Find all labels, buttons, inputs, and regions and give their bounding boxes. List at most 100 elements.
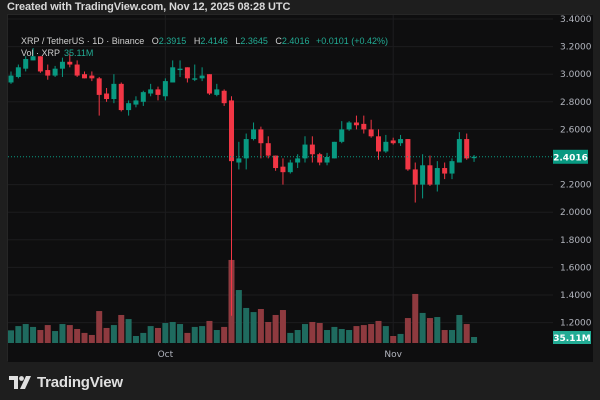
tradingview-brand: TradingView (37, 374, 123, 391)
price-tick-label: 2.6000 (560, 125, 592, 135)
candle-up (59, 57, 65, 77)
candle-down (280, 158, 286, 185)
candle-up (251, 122, 257, 141)
candle-body (346, 122, 352, 130)
candle-body (177, 68, 183, 71)
candle-body (45, 70, 51, 76)
volume-bar (147, 326, 154, 343)
candle-down (184, 67, 190, 83)
volume-bar (132, 335, 139, 343)
candle-down (464, 133, 470, 160)
candle-body (287, 162, 293, 173)
candle-down (427, 155, 433, 186)
volume-bar (169, 321, 176, 343)
price-tick-label: 2.8000 (560, 98, 592, 108)
candle-body (390, 140, 396, 144)
volume-label[interactable]: Vol · XRP (21, 48, 61, 58)
volume-bar (449, 330, 455, 343)
candle-body (295, 158, 301, 163)
candle-up (8, 71, 14, 84)
volume-bar (96, 311, 103, 343)
volume-bar (309, 321, 316, 343)
candle-body (184, 67, 190, 79)
high-value: 2.4146 (200, 36, 228, 46)
candle-up (148, 83, 154, 97)
volume-bar (360, 325, 367, 343)
volume-bar (15, 326, 22, 343)
candle-body (317, 154, 323, 163)
open-label: O (151, 36, 159, 46)
close-value: 2.4016 (281, 36, 310, 46)
candle-up (331, 141, 337, 159)
candle-up (324, 152, 330, 166)
candle-down (67, 53, 73, 68)
candle-body (398, 139, 404, 144)
volume-bar (221, 326, 228, 343)
candle-body (192, 78, 198, 80)
candle-body (126, 103, 132, 111)
candle-down (82, 71, 87, 79)
candle-up (126, 100, 132, 116)
candle-up (398, 134, 404, 146)
volume-bar (316, 323, 323, 343)
volume-bar (22, 324, 29, 343)
volume-bar (184, 332, 191, 343)
volume-bar (140, 332, 147, 343)
volume-bar (191, 326, 198, 343)
volume-bar (287, 332, 294, 343)
price-tick-label: 1.4000 (560, 291, 592, 301)
candle-body (302, 144, 308, 159)
candle-up (30, 47, 36, 61)
candle-up (236, 141, 242, 170)
candle-body (30, 56, 36, 61)
candle-down (104, 88, 110, 102)
volume-bar (37, 330, 44, 343)
candle-body (273, 155, 279, 169)
candle-up (177, 60, 183, 77)
volume-bar (404, 318, 411, 343)
volume-bar (441, 330, 448, 343)
low-label: L (235, 36, 241, 46)
candle-body (353, 122, 359, 126)
candle-up (383, 134, 389, 153)
candle-up (140, 90, 146, 106)
candle-body (420, 165, 426, 185)
price-tick-label: 3.4000 (560, 15, 592, 25)
candle-down (265, 136, 271, 159)
candle-body (265, 143, 271, 156)
candle-down (309, 136, 315, 163)
candle-body (331, 141, 337, 159)
candle-body (324, 157, 330, 163)
candlestick-chart[interactable]: 3.4000 3.2000 3.0000 2.8000 2.6000 2.2000 2.00… (8, 15, 593, 362)
volume-bar (206, 320, 213, 343)
price-tick-label: 1.8000 (560, 236, 592, 246)
candle-body (456, 139, 462, 163)
close-label: C (275, 36, 282, 46)
candle-up (302, 136, 308, 163)
candle-body (339, 129, 345, 142)
candle-down (258, 126, 264, 159)
volume-bar (279, 310, 286, 343)
volume-bar (456, 314, 463, 343)
candle-up (214, 83, 220, 97)
symbol-title[interactable]: XRP / TetherUS · 1D · Binance (21, 36, 145, 46)
volume-bar (103, 327, 110, 343)
candle-up (456, 132, 462, 163)
candle-body (8, 75, 14, 83)
candle-body (280, 166, 286, 173)
time-tick-label: Oct (158, 350, 174, 360)
volume-bar (346, 330, 353, 343)
candle-up (295, 154, 301, 169)
candle-body (236, 158, 242, 163)
volume-bar (368, 324, 375, 343)
candle-down (390, 137, 396, 145)
candle-down (317, 152, 323, 166)
candle-body (74, 64, 80, 76)
last-price-badge (553, 149, 588, 164)
chart-panel[interactable]: 3.4000 3.2000 3.0000 2.8000 2.6000 2.2000 2.00… (7, 14, 593, 362)
last-volume-label: 35.11M (553, 334, 590, 344)
candle-body (464, 139, 470, 159)
candle-body (214, 89, 220, 95)
volume-bar (155, 327, 161, 343)
volume-bar (375, 320, 382, 343)
